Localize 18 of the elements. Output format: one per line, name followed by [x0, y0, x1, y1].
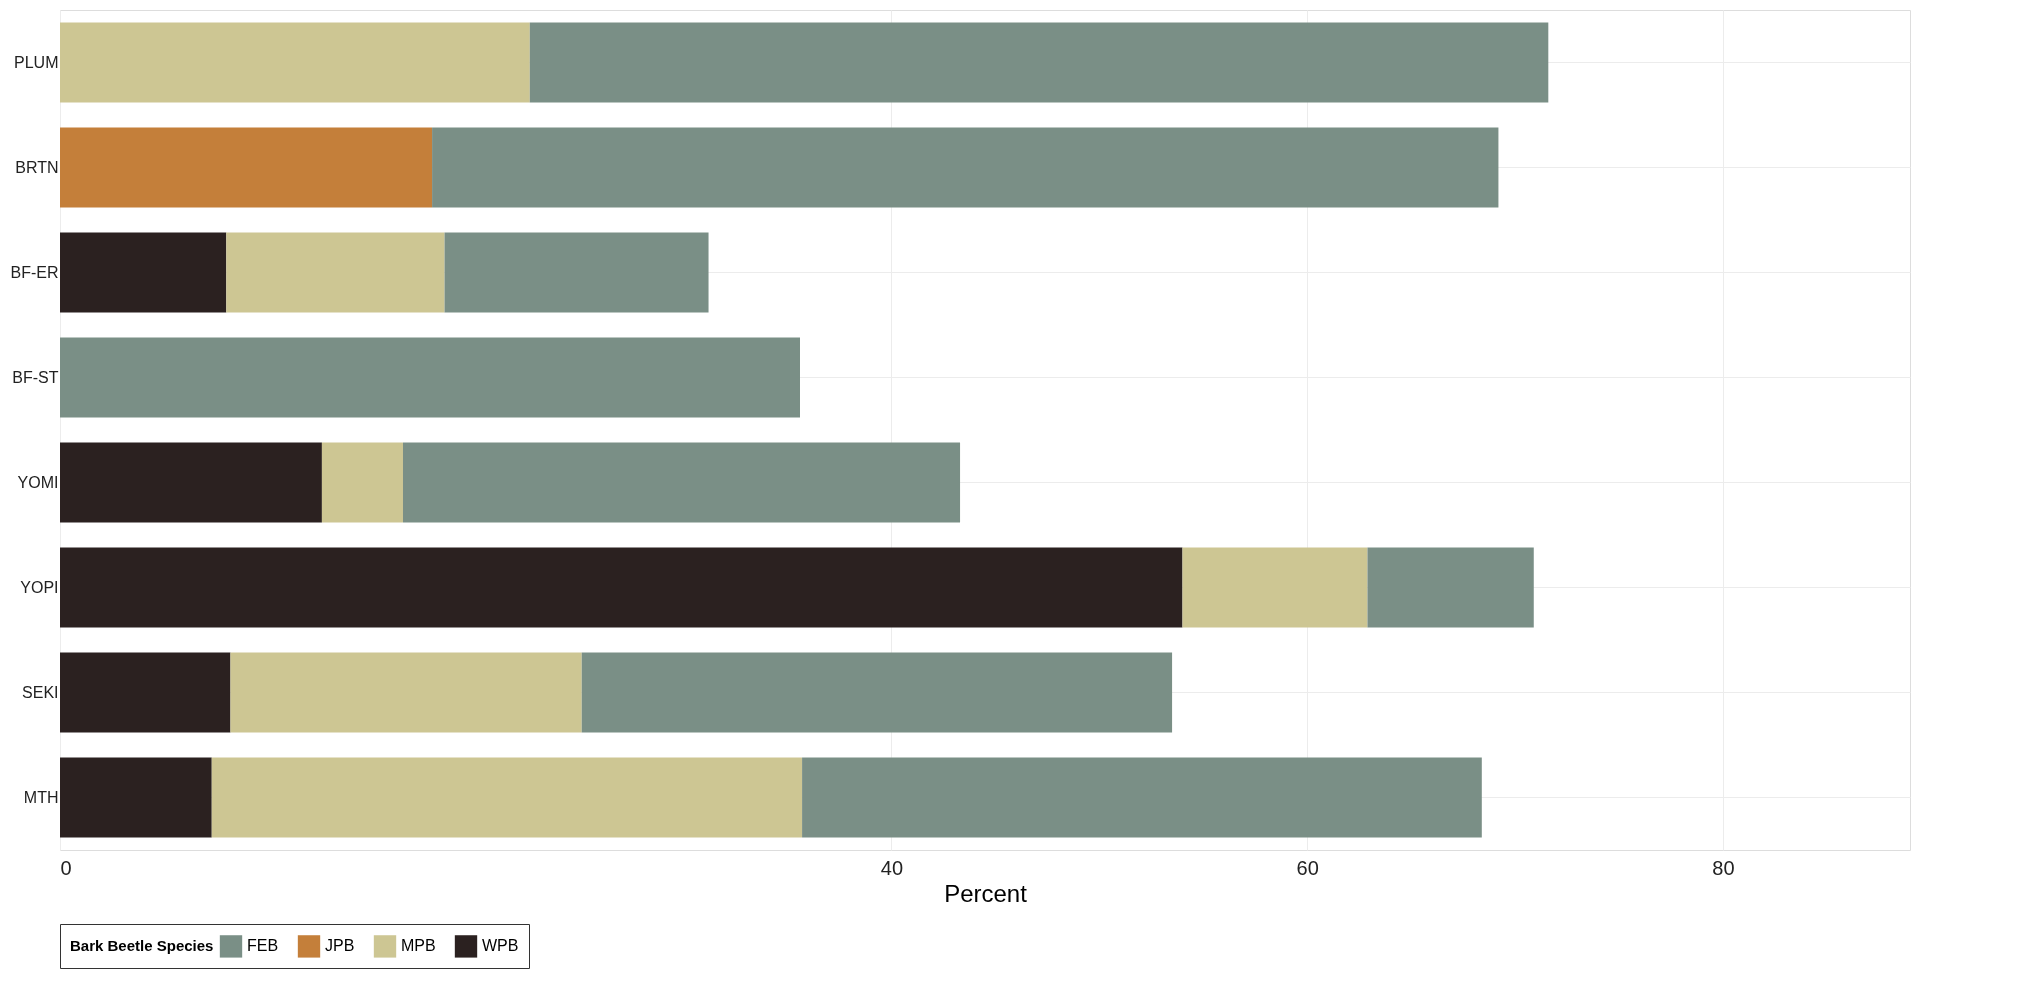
y-tick-label: PLUM — [14, 53, 59, 71]
x-tick-label: 60 — [1296, 856, 1319, 879]
y-tick-label: YOPI — [20, 578, 59, 596]
y-tick-label: YOMI — [17, 473, 59, 491]
legend-label: WPB — [482, 937, 519, 955]
legend-label: FEB — [247, 937, 279, 955]
y-tick-label: MTH — [23, 788, 59, 806]
legend-label: MPB — [401, 937, 436, 955]
legend-title: Bark Beetle Species — [70, 937, 214, 954]
x-axis-title: Percent — [944, 879, 1028, 907]
legend-label: JPB — [325, 937, 355, 955]
x-tick-label: 40 — [880, 856, 904, 879]
y-tick-label: BF-ST — [12, 368, 59, 386]
x-tick-label: 80 — [1712, 856, 1735, 879]
y-tick-label: BF-ER — [10, 263, 59, 281]
y-tick-label: BRTN — [15, 158, 59, 176]
x-tick-label: 0 — [60, 856, 72, 879]
y-tick-label: SEKI — [22, 683, 59, 701]
